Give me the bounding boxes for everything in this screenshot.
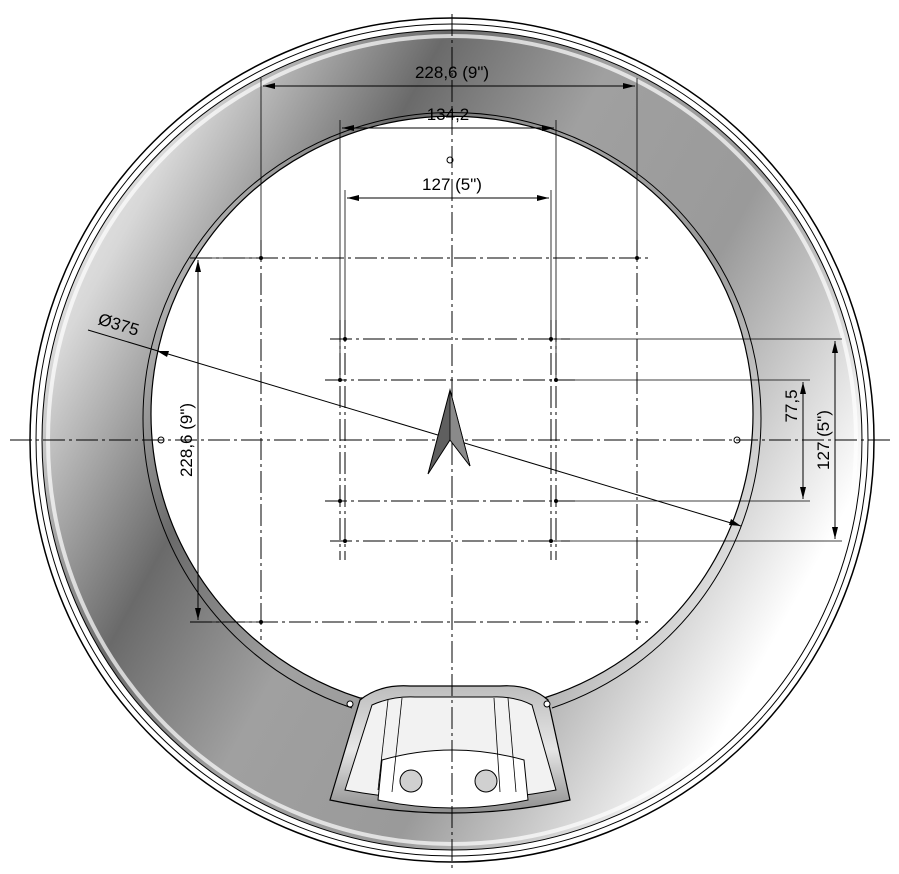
arrowhead-icon xyxy=(427,388,471,475)
dim-label-top-inner: 127 (5") xyxy=(422,175,482,194)
dim-label-right-outer: 127 (5") xyxy=(814,410,833,470)
dimension-right-outer: 127 (5") xyxy=(551,338,842,542)
dim-label-top-outer: 228,6 (9") xyxy=(415,63,489,82)
dim-label-left: 228,6 (9") xyxy=(177,403,196,477)
dimension-left: 228,6 (9") xyxy=(177,257,261,623)
dimension-top-inner: 127 (5") xyxy=(344,175,552,339)
dim-label-top-middle: 134,2 xyxy=(427,105,470,124)
dimension-top-outer: 228,6 (9") xyxy=(260,63,638,258)
handle-recess xyxy=(329,685,571,814)
dimension-top-middle: 134,2 xyxy=(339,105,557,380)
dim-label-right-inner: 77,5 xyxy=(782,389,801,422)
dimension-right-inner: 77,5 xyxy=(556,379,810,502)
